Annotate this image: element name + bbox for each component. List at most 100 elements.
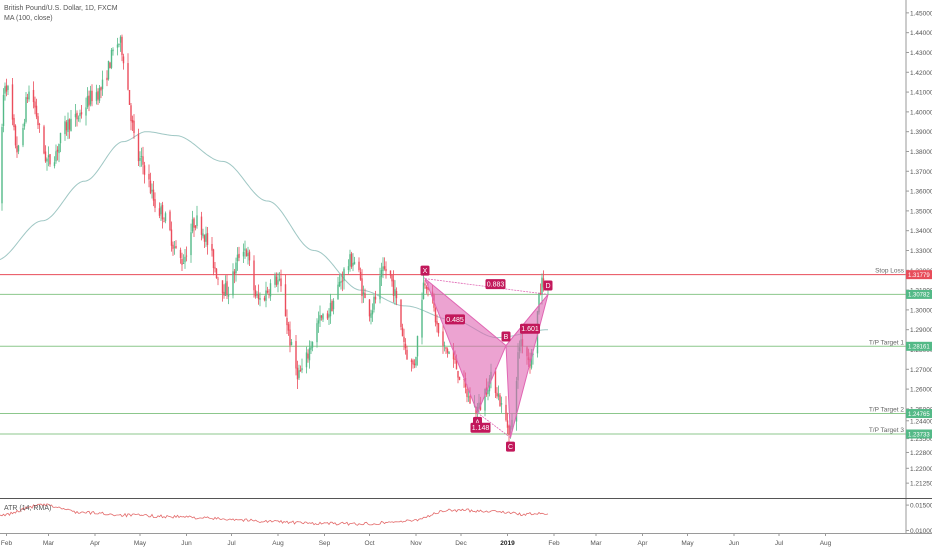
x-tick-label: Apr: [90, 540, 101, 547]
candle-body: [127, 63, 129, 90]
y-tick-label: 1.41000: [910, 90, 932, 97]
candle-body: [196, 215, 198, 227]
level-label: T/P Target 2: [869, 407, 905, 414]
candle-body: [289, 329, 291, 346]
candle-body: [74, 113, 77, 118]
candle-body: [97, 91, 99, 100]
candle-body: [320, 315, 323, 318]
candle-body: [332, 300, 335, 310]
pattern-point-label: C: [508, 444, 513, 451]
candle-body: [137, 133, 140, 162]
candle-body: [268, 293, 270, 295]
candle-body: [49, 154, 51, 165]
pattern-bd-leg: [505, 294, 549, 346]
pattern-point-label: X: [423, 268, 428, 275]
candle-body: [383, 266, 386, 269]
candle-body: [80, 112, 83, 115]
candle-body: [79, 113, 81, 117]
pattern-ratio-label-box: [470, 422, 491, 433]
candle-body: [185, 255, 188, 257]
candle-body: [539, 292, 542, 294]
candle-body: [307, 353, 309, 359]
candle-body: [295, 341, 297, 369]
candle-body: [319, 315, 321, 321]
candle-body: [214, 267, 216, 269]
candle-body: [130, 105, 132, 122]
candle-body: [368, 299, 371, 317]
candle-body: [416, 335, 419, 357]
candle-body: [169, 211, 171, 230]
candle-body: [1, 126, 3, 204]
candle-body: [101, 79, 104, 90]
candle-body: [370, 313, 372, 318]
candle-body: [172, 244, 174, 249]
pattern-triangle-xab: [423, 276, 507, 415]
candle-body: [109, 62, 111, 69]
candle-body: [413, 363, 416, 366]
candle-body: [164, 213, 167, 222]
candle-body: [499, 395, 501, 407]
candle-body: [274, 275, 276, 285]
candle-body: [392, 279, 395, 296]
candle-body: [452, 350, 455, 360]
pattern-ratio-label-box: [520, 323, 540, 334]
candle-body: [13, 117, 15, 128]
candle-body: [265, 290, 267, 301]
candle-body: [223, 291, 225, 296]
candle-body: [184, 256, 186, 263]
candle-body: [152, 189, 155, 201]
candle-body: [128, 89, 131, 105]
y-tick-label: 1.21250: [910, 481, 932, 488]
pattern-point-label-box: [501, 331, 511, 342]
x-tick-label: Mar: [43, 540, 55, 547]
pattern-ratio-label: 0.883: [487, 282, 505, 289]
candle-body: [236, 254, 239, 262]
y-tick-label: 1.29000: [910, 327, 932, 334]
price-badge: [906, 270, 932, 280]
candle-body: [278, 278, 281, 281]
x-tick-label: Apr: [637, 540, 648, 547]
pattern-point-label: D: [545, 283, 550, 290]
candle-body: [25, 97, 27, 122]
y-tick-label: 1.39000: [910, 129, 932, 136]
candle-body: [301, 368, 303, 371]
candle-body: [380, 270, 383, 277]
y-tick-label: 1.38000: [910, 149, 932, 156]
candle-body: [506, 420, 509, 428]
candle-body: [277, 280, 279, 285]
candle-body: [358, 261, 360, 271]
candle-body: [343, 268, 345, 281]
x-tick-label: Jun: [729, 540, 740, 547]
price-badge: [906, 289, 932, 299]
candle-body: [193, 218, 195, 228]
candle-body: [299, 369, 302, 372]
candle-body: [119, 36, 122, 43]
x-tick-label: Nov: [410, 540, 422, 547]
candle-body: [98, 87, 101, 101]
candle-body: [5, 85, 8, 92]
candle-body: [425, 286, 428, 289]
candle-body: [248, 251, 251, 261]
candle-body: [445, 347, 447, 349]
candle-body: [253, 260, 255, 291]
y-tick-label: 1.23500: [910, 436, 932, 443]
candle-body: [110, 49, 113, 68]
candle-body: [284, 284, 287, 317]
candle-body: [194, 225, 197, 228]
pattern-point-label-box: [543, 280, 553, 291]
atr-legend: ATR (14, RMA): [4, 505, 52, 512]
candle-body: [211, 243, 213, 251]
candle-body: [338, 281, 341, 287]
candle-body: [142, 156, 144, 165]
candle-body: [202, 233, 204, 237]
candle-body: [469, 395, 471, 404]
pattern-ac-leg: [477, 412, 511, 438]
x-tick-label: Feb: [1, 540, 13, 547]
candle-body: [89, 90, 92, 105]
candle-body: [403, 336, 405, 342]
candle-body: [163, 221, 165, 223]
candle-body: [149, 180, 152, 194]
candle-body: [191, 219, 194, 232]
